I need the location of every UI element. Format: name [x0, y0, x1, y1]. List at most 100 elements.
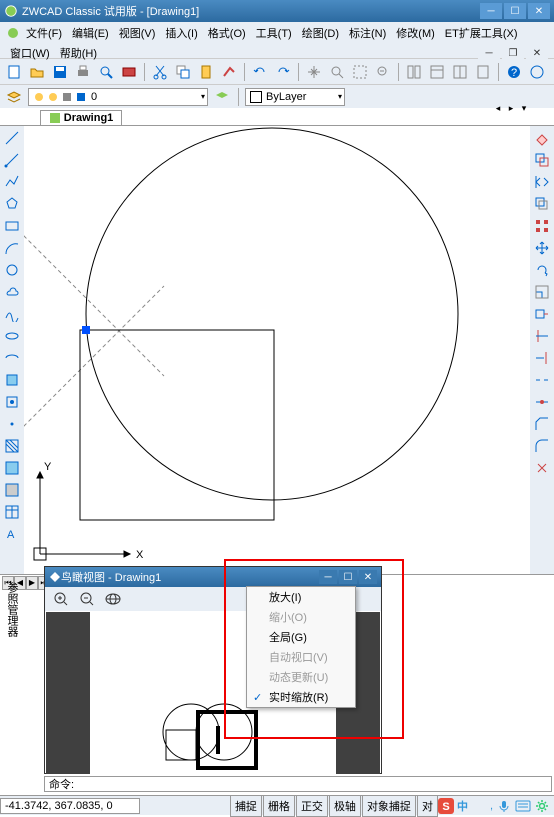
- menu-edit[interactable]: 编辑(E): [68, 24, 113, 42]
- otrack-toggle[interactable]: 对: [417, 795, 438, 817]
- menu-window[interactable]: 窗口(W): [6, 44, 54, 62]
- menu-modify[interactable]: 修改(M): [392, 24, 439, 42]
- snap-toggle[interactable]: 捕捉: [230, 795, 262, 817]
- paste-icon[interactable]: [196, 62, 216, 82]
- menu-format[interactable]: 格式(O): [204, 24, 250, 42]
- arc-icon[interactable]: [2, 238, 22, 258]
- menu-draw[interactable]: 绘图(D): [298, 24, 343, 42]
- ime-text[interactable]: 中: [457, 798, 468, 814]
- block-icon[interactable]: [2, 392, 22, 412]
- menu-et[interactable]: ET扩展工具(X): [441, 24, 522, 42]
- break-icon[interactable]: [532, 370, 552, 390]
- offset-icon[interactable]: [532, 194, 552, 214]
- zoom-win-icon[interactable]: [350, 62, 370, 82]
- doc-close-button[interactable]: ✕: [526, 45, 548, 61]
- revcloud-icon[interactable]: [2, 282, 22, 302]
- minimize-button[interactable]: ─: [480, 3, 502, 19]
- aerial-zoomin-icon[interactable]: [51, 589, 71, 609]
- menu-dim[interactable]: 标注(N): [345, 24, 390, 42]
- nav-prev-icon[interactable]: ▸: [505, 102, 517, 114]
- nav-dropdown-icon[interactable]: ▾: [518, 102, 530, 114]
- aerial-min-button[interactable]: ─: [319, 570, 337, 584]
- keyboard-icon[interactable]: [515, 798, 531, 814]
- menu-insert[interactable]: 插入(I): [161, 24, 201, 42]
- ray-icon[interactable]: [2, 150, 22, 170]
- menu-view[interactable]: 视图(V): [115, 24, 160, 42]
- explode-icon[interactable]: [532, 458, 552, 478]
- polar-toggle[interactable]: 极轴: [329, 795, 361, 817]
- rect-icon[interactable]: [2, 216, 22, 236]
- preview-icon[interactable]: [96, 62, 116, 82]
- doc-tab[interactable]: Drawing1: [40, 110, 122, 125]
- doc-restore-button[interactable]: ❐: [502, 45, 524, 61]
- chamfer-icon[interactable]: [532, 414, 552, 434]
- menu-tools[interactable]: 工具(T): [252, 24, 296, 42]
- mtext-icon[interactable]: A: [2, 524, 22, 544]
- region-icon[interactable]: [2, 480, 22, 500]
- pan-icon[interactable]: [304, 62, 324, 82]
- pline-icon[interactable]: [2, 172, 22, 192]
- spline-icon[interactable]: [2, 304, 22, 324]
- open-icon[interactable]: [27, 62, 47, 82]
- copy-icon[interactable]: [173, 62, 193, 82]
- ctx-dynupdate[interactable]: 动态更新(U): [247, 667, 355, 687]
- undo-icon[interactable]: [250, 62, 270, 82]
- calc-icon[interactable]: [473, 62, 493, 82]
- redo-icon[interactable]: [273, 62, 293, 82]
- publish-icon[interactable]: [119, 62, 139, 82]
- moon-icon[interactable]: [471, 798, 487, 814]
- ellipse-icon[interactable]: [2, 326, 22, 346]
- ctx-zoomin[interactable]: 放大(I): [247, 587, 355, 607]
- help-icon[interactable]: ?: [504, 62, 524, 82]
- erase-icon[interactable]: [532, 128, 552, 148]
- scale-icon[interactable]: [532, 282, 552, 302]
- join-icon[interactable]: [532, 392, 552, 412]
- tool-pal-icon[interactable]: [450, 62, 470, 82]
- ime-icon[interactable]: S: [438, 798, 454, 814]
- drawing-canvas[interactable]: X Y: [24, 126, 530, 574]
- mirror-icon[interactable]: [532, 172, 552, 192]
- hatch-icon[interactable]: [2, 436, 22, 456]
- aerial-global-icon[interactable]: [103, 589, 123, 609]
- layer-prev-icon[interactable]: [212, 87, 232, 107]
- props-icon[interactable]: [404, 62, 424, 82]
- color-dropdown[interactable]: ByLayer: [245, 88, 345, 106]
- ctx-rtzoom[interactable]: 实时缩放(R): [247, 687, 355, 707]
- ctx-autoviewport[interactable]: 自动视口(V): [247, 647, 355, 667]
- fillet-icon[interactable]: [532, 436, 552, 456]
- ellipse-arc-icon[interactable]: [2, 348, 22, 368]
- settings-icon[interactable]: [534, 798, 550, 814]
- aerial-titlebar[interactable]: 鸟瞰视图 - Drawing1 ─ ☐ ✕: [45, 567, 381, 587]
- ortho-toggle[interactable]: 正交: [296, 795, 328, 817]
- point-icon[interactable]: [2, 414, 22, 434]
- mic-icon[interactable]: [496, 798, 512, 814]
- trim-icon[interactable]: [532, 326, 552, 346]
- aerial-close-button[interactable]: ✕: [359, 570, 377, 584]
- osnap-toggle[interactable]: 对象捕捉: [362, 795, 416, 817]
- table-icon[interactable]: [2, 502, 22, 522]
- close-button[interactable]: ✕: [528, 3, 550, 19]
- design-icon[interactable]: [427, 62, 447, 82]
- ctx-zoomout[interactable]: 缩小(O): [247, 607, 355, 627]
- doc-minimize-button[interactable]: ─: [478, 45, 500, 61]
- maximize-button[interactable]: ☐: [504, 3, 526, 19]
- nav-first-icon[interactable]: ◂: [492, 102, 504, 114]
- zoom-prev-icon[interactable]: [373, 62, 393, 82]
- extend-icon[interactable]: [532, 348, 552, 368]
- move-icon[interactable]: [532, 238, 552, 258]
- cut-icon[interactable]: [150, 62, 170, 82]
- stretch-icon[interactable]: [532, 304, 552, 324]
- aerial-zoomout-icon[interactable]: [77, 589, 97, 609]
- circle-icon[interactable]: [2, 260, 22, 280]
- match-icon[interactable]: [219, 62, 239, 82]
- info-icon[interactable]: [527, 62, 547, 82]
- line-icon[interactable]: [2, 128, 22, 148]
- grid-toggle[interactable]: 栅格: [263, 795, 295, 817]
- ref-manager-label[interactable]: 参照管理器: [2, 580, 22, 639]
- array-icon[interactable]: [532, 216, 552, 236]
- mtab-next-icon[interactable]: ▶: [26, 576, 38, 590]
- ctx-global[interactable]: 全局(G): [247, 627, 355, 647]
- menu-help[interactable]: 帮助(H): [56, 44, 101, 62]
- zoom-rt-icon[interactable]: [327, 62, 347, 82]
- copy2-icon[interactable]: [532, 150, 552, 170]
